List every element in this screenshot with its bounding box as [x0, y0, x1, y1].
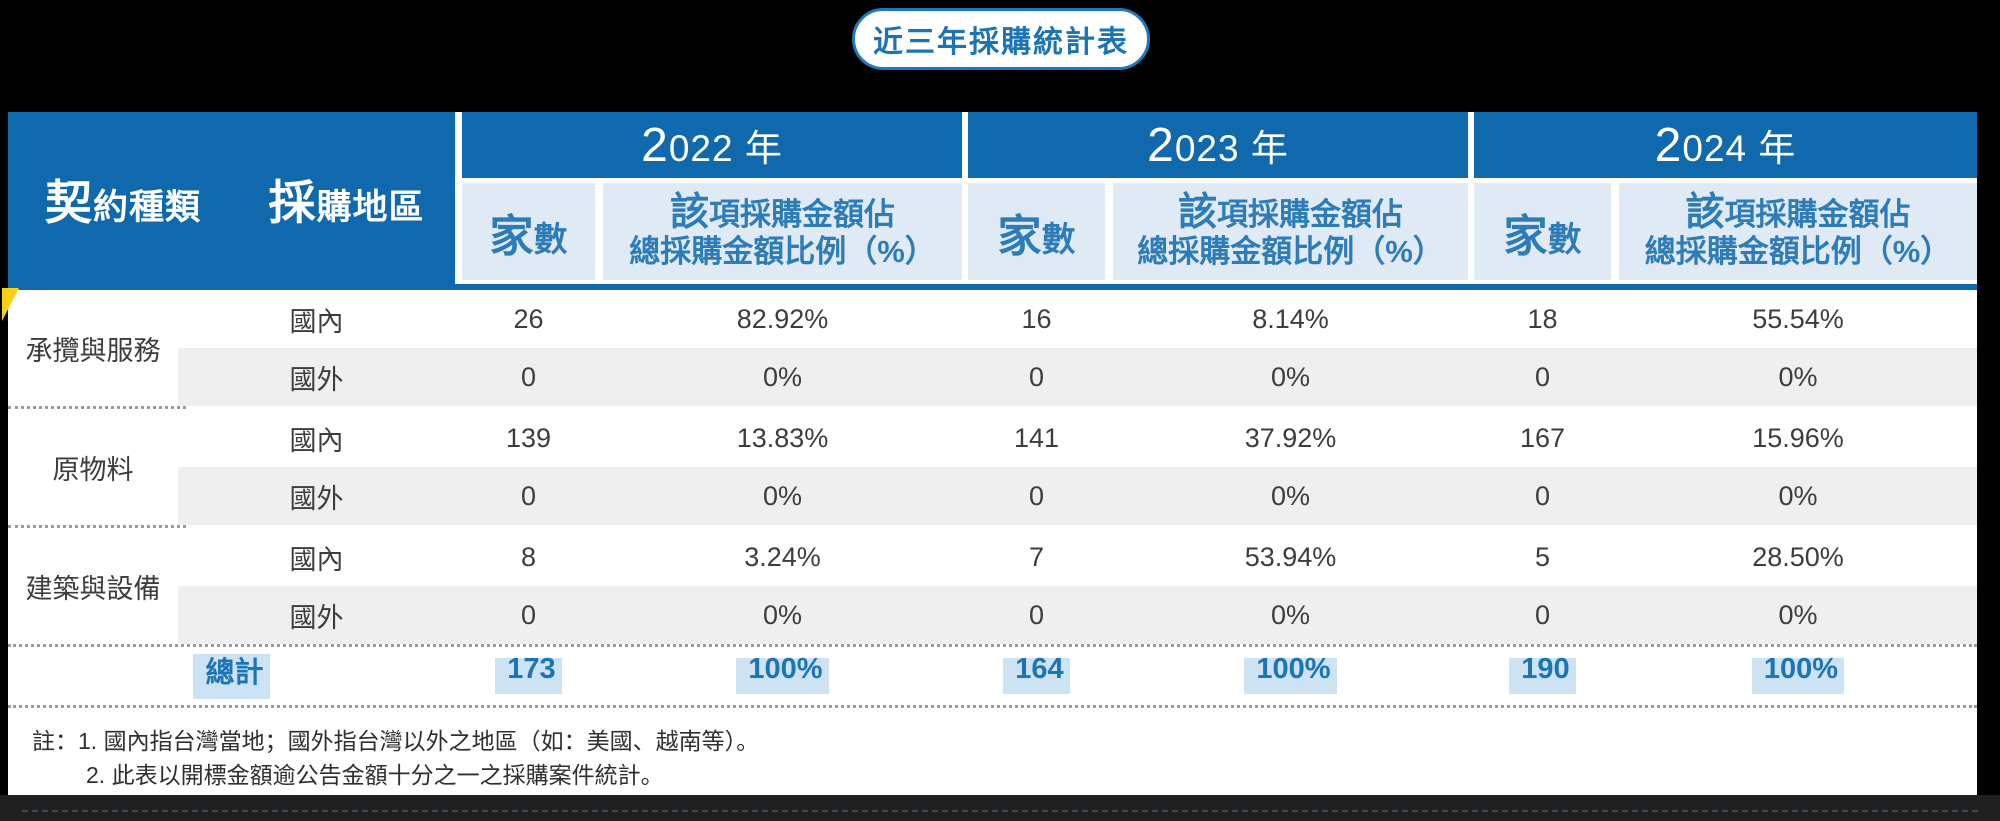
subheader-percentage: 該項採購金額佔 總採購金額比例（%） [603, 183, 962, 280]
value-cell: 0 [1028, 361, 1045, 392]
value-cell: 0 [1028, 599, 1045, 630]
year-group-2024: 2024 年 家數 該項採購金額佔 總採購金額比例（%） [1474, 112, 1977, 290]
group-separator [8, 406, 1977, 409]
subheader-count: 家數 [968, 183, 1105, 280]
group-separator [8, 525, 1977, 528]
value-cell: 0% [762, 480, 803, 511]
value-cell: 0 [1534, 361, 1551, 392]
value-cell: 0 [520, 361, 537, 392]
region-label: 國內 [289, 306, 344, 337]
region-label: 國內 [289, 544, 344, 575]
section-separator [8, 705, 1977, 708]
total-label: 總計 [205, 656, 264, 689]
table-title-pill: 近三年採購統計表 [852, 8, 1150, 70]
region-label: 國外 [289, 364, 344, 395]
category-group-contracting-services: 承攬與服務 國內 26 82.92% 16 8.14% 18 55.54% 國外… [8, 290, 1977, 406]
value-cell: 13.83% [736, 422, 829, 453]
value-cell: 0 [1028, 480, 1045, 511]
footer-dashed-line [22, 810, 1978, 812]
subheader-percentage: 該項採購金額佔 總採購金額比例（%） [1619, 183, 1977, 280]
value-cell: 3.24% [744, 541, 821, 572]
column-header-region: 採購地區 [268, 175, 425, 229]
year-group-2023: 2023 年 家數 該項採購金額佔 總採購金額比例（%） [968, 112, 1468, 290]
footnote-1: 註：1. 國內指台灣當地；國外指台灣以外之地區（如：美國、越南等）。 [32, 728, 760, 754]
column-header-category-cell: 契約種類 [8, 112, 238, 284]
value-cell: 8 [520, 541, 537, 572]
subheader-count: 家數 [1474, 183, 1611, 280]
value-cell: 0% [1778, 599, 1818, 630]
value-cell: 0% [762, 599, 803, 630]
report-table: 契約種類 採購地區 2022 年 家數 該項採購金額佔 [8, 112, 1977, 795]
table-row: 國外 0 0% 0 0% 0 0% [8, 467, 1977, 525]
value-cell: 0% [1778, 361, 1818, 392]
footnote-2: 2. 此表以開標金額逾公告金額十分之一之採購案件統計。 [86, 762, 664, 788]
category-group-buildings-equipment: 建築與設備 國內 8 3.24% 7 53.94% 5 28.50% 國外 0 … [8, 528, 1977, 644]
year-group-2022: 2022 年 家數 該項採購金額佔 總採購金額比例（%） [462, 112, 962, 290]
footnotes: 註：1. 國內指台灣當地；國外指台灣以外之地區（如：美國、越南等）。 2. 此表… [8, 708, 1977, 792]
value-cell: 5 [1534, 541, 1551, 572]
value-cell: 0% [762, 361, 803, 392]
column-header-region-cell: 採購地區 [238, 112, 455, 284]
table-header: 契約種類 採購地區 2022 年 家數 該項採購金額佔 [8, 112, 1977, 290]
category-label: 建築與設備 [25, 573, 161, 604]
year-header-2022: 2022 年 [462, 112, 962, 178]
table-row: 國外 0 0% 0 0% 0 0% [8, 348, 1977, 406]
value-cell: 82.92% [736, 303, 829, 334]
year-header-2024: 2024 年 [1474, 112, 1977, 178]
total-label-highlight: 總計 [193, 653, 270, 699]
yellow-fold-corner [2, 288, 19, 321]
value-cell: 0 [520, 599, 537, 630]
value-cell: 8.14% [1252, 303, 1329, 334]
value-cell: 0% [1270, 599, 1311, 630]
region-label: 國外 [289, 483, 344, 514]
value-cell: 139 [505, 422, 552, 453]
value-cell: 0 [1534, 599, 1551, 630]
header-left-block: 契約種類 採購地區 [8, 112, 455, 284]
table-row: 國內 139 13.83% 141 37.92% 167 15.96% [8, 409, 1977, 467]
value-cell: 37.92% [1244, 422, 1337, 453]
year-header-2023: 2023 年 [968, 112, 1468, 178]
footer-bar [0, 795, 2000, 821]
value-cell: 7 [1028, 541, 1045, 572]
table-row: 國外 0 0% 0 0% 0 0% [8, 586, 1977, 644]
table-row: 國內 26 82.92% 16 8.14% 18 55.54% [8, 290, 1977, 348]
total-row: 總計 173 100% 164 100% 190 100% [8, 647, 1977, 705]
value-cell: 0% [1270, 361, 1311, 392]
header-bottom-rule [8, 284, 1977, 290]
region-label: 國內 [289, 425, 344, 456]
value-cell: 53.94% [1244, 541, 1337, 572]
value-cell: 167 [1519, 422, 1566, 453]
value-cell: 28.50% [1752, 541, 1844, 572]
value-cell: 16 [1021, 303, 1052, 334]
total-value: 100% [1256, 653, 1331, 685]
category-label: 承攬與服務 [25, 335, 161, 366]
column-header-category: 契約種類 [44, 175, 201, 229]
subheader-count: 家數 [462, 183, 595, 280]
region-label: 國外 [289, 602, 344, 633]
category-group-raw-materials: 原物料 國內 139 13.83% 141 37.92% 167 15.96% … [8, 409, 1977, 525]
table-row: 國內 8 3.24% 7 53.94% 5 28.50% [8, 528, 1977, 586]
total-value: 164 [1015, 653, 1064, 685]
section-separator [8, 644, 1977, 647]
value-cell: 0% [1778, 480, 1818, 511]
value-cell: 141 [1013, 422, 1060, 453]
value-cell: 0 [1534, 480, 1551, 511]
value-cell: 18 [1527, 303, 1558, 334]
value-cell: 15.96% [1752, 422, 1844, 453]
value-cell: 55.54% [1752, 303, 1844, 334]
category-label: 原物料 [52, 454, 134, 485]
total-value: 173 [507, 653, 556, 685]
value-cell: 26 [513, 303, 544, 334]
subheader-percentage: 該項採購金額佔 總採購金額比例（%） [1113, 183, 1468, 280]
value-cell: 0% [1270, 480, 1311, 511]
total-value: 100% [1763, 653, 1839, 685]
value-cell: 0 [520, 480, 537, 511]
table-title: 近三年採購統計表 [873, 26, 1129, 59]
total-value: 100% [748, 653, 823, 685]
total-value: 190 [1521, 653, 1570, 685]
